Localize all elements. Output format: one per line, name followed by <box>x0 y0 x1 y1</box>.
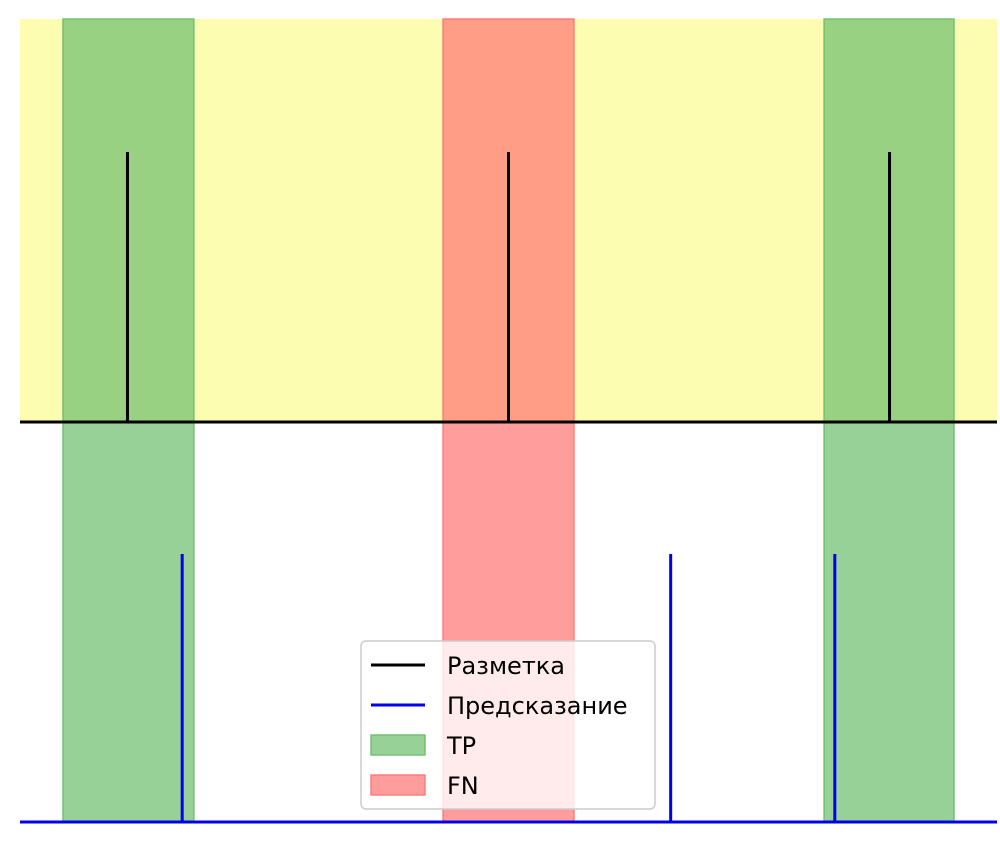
legend-swatch-fn <box>370 774 426 796</box>
legend-label-markup: Разметка <box>447 652 565 680</box>
legend-swatch-tp <box>370 734 426 756</box>
legend-label-tp: TP <box>446 732 476 760</box>
legend: Разметка Предсказание TP FN <box>360 640 656 810</box>
legend-frame <box>360 640 656 810</box>
legend-label-fn: FN <box>447 772 479 800</box>
baselines-layer <box>20 420 997 824</box>
event-lines-layer <box>125 151 892 822</box>
legend-label-prediction: Предсказание <box>447 692 628 720</box>
